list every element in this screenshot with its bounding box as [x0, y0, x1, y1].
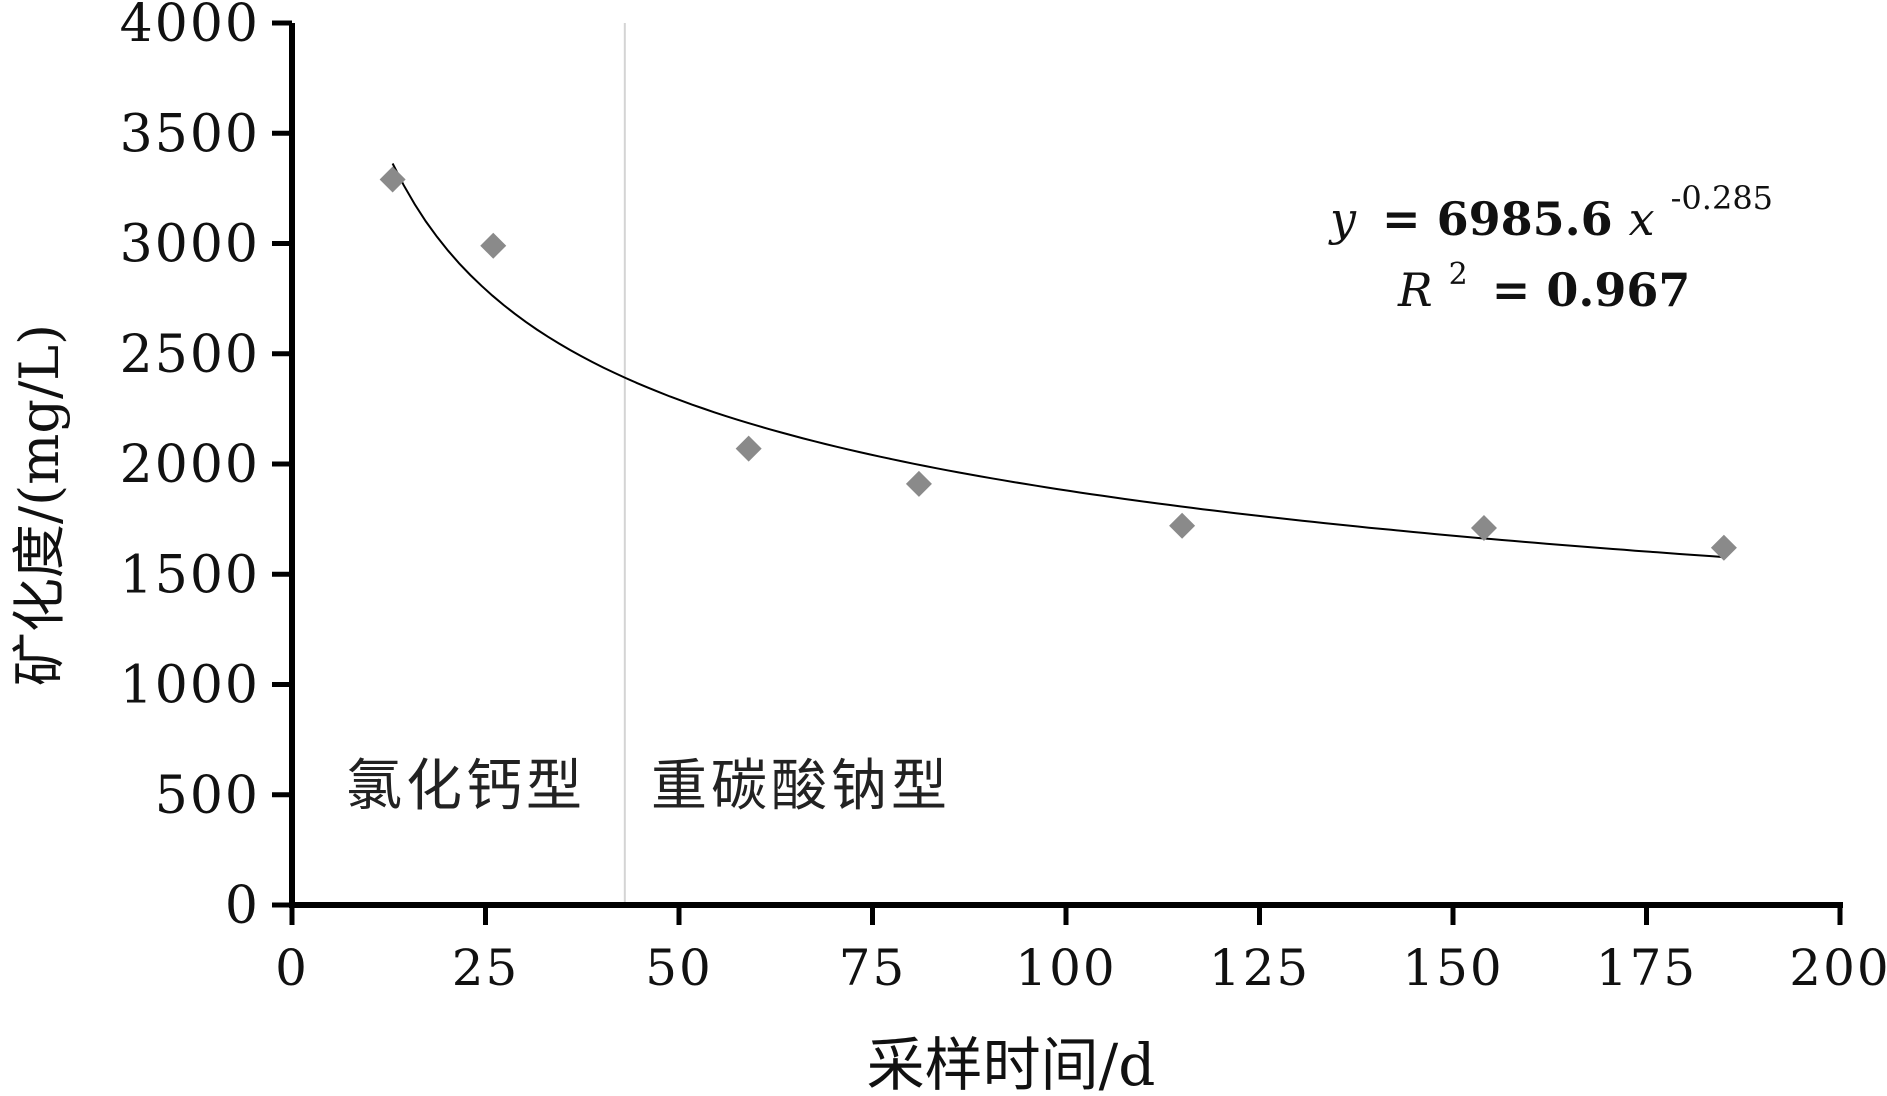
data-point — [905, 470, 932, 497]
y-tick-label: 1500 — [120, 545, 260, 605]
data-point — [1470, 514, 1497, 541]
r-squared-value: = 0.967 — [1492, 263, 1691, 317]
y-tick-label: 2500 — [120, 325, 260, 385]
equation-exponent: -0.285 — [1671, 179, 1773, 217]
y-tick-label: 2000 — [120, 435, 260, 495]
equation-rhs: = 6985.6 — [1382, 192, 1613, 246]
region-label-calcium-chloride: 氯化钙型 — [346, 754, 586, 819]
r-squared-superscript: 2 — [1449, 257, 1468, 292]
x-tick-label: 175 — [1596, 939, 1697, 997]
y-axis-title: 矿化度/(mg/L) — [8, 324, 71, 686]
data-point — [1710, 534, 1737, 561]
data-points — [379, 166, 1737, 561]
x-axis-title: 采样时间/d — [867, 1031, 1156, 1096]
y-tick-label: 4000 — [120, 0, 260, 54]
trendline-equation: y = 6985.6 x -0.285 — [1328, 179, 1773, 246]
y-tick-label: 500 — [155, 766, 260, 826]
x-tick-label: 75 — [839, 939, 907, 997]
data-point — [1169, 512, 1196, 539]
x-tick-label: 200 — [1789, 939, 1887, 997]
x-tick-label: 150 — [1402, 939, 1503, 997]
r-squared-label: R 2 = 0.967 — [1397, 241, 1690, 317]
x-tick-label: 0 — [275, 939, 309, 997]
y-tick-label: 3500 — [120, 104, 260, 164]
y-tick-label: 0 — [225, 876, 260, 936]
x-tick-label: 50 — [645, 939, 713, 997]
y-tick-label: 1000 — [120, 656, 260, 716]
x-axis-ticks: 0 25 50 75 100 125 150 175 200 — [275, 905, 1887, 997]
data-point — [379, 166, 406, 193]
x-tick-label: 125 — [1209, 939, 1310, 997]
x-tick-label: 100 — [1015, 939, 1116, 997]
trendline-layer — [391, 163, 1724, 559]
data-point — [480, 232, 507, 259]
y-tick-label: 3000 — [120, 215, 260, 275]
y-axis-ticks: 0 500 1000 1500 2000 2500 3000 3500 4000 — [120, 0, 292, 936]
x-tick-label: 25 — [452, 939, 520, 997]
equation-lhs: y — [1328, 192, 1357, 246]
region-label-sodium-bicarbonate: 重碳酸钠型 — [651, 754, 951, 819]
equation-var: x — [1629, 192, 1655, 246]
r-squared-symbol: R — [1397, 263, 1433, 317]
data-point — [735, 435, 762, 462]
power-trendline — [391, 163, 1724, 559]
